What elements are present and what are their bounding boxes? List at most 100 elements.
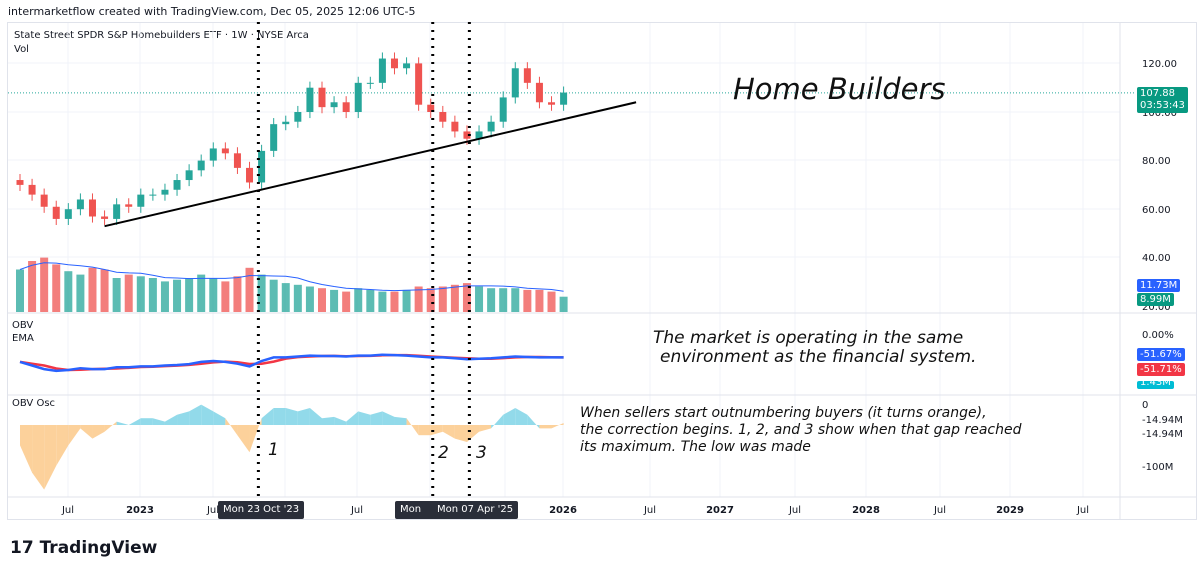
volume-bar	[559, 296, 568, 312]
candle	[64, 209, 72, 219]
osc-positive-area	[164, 414, 178, 425]
volume-bar	[547, 291, 556, 312]
title-annotation: Home Builders	[733, 72, 946, 106]
tv-logo-icon: 𝟭𝟳	[10, 538, 40, 558]
candle	[52, 206, 60, 219]
volume-bar	[318, 288, 326, 312]
candle	[88, 199, 96, 217]
volume-bar	[450, 284, 459, 312]
osc-positive-area	[346, 411, 359, 425]
brand-name: TradingView	[39, 538, 158, 558]
volume-bar	[52, 264, 61, 312]
candle	[390, 58, 398, 69]
volume-bar	[160, 281, 169, 312]
market-note-2: environment as the financial system.	[660, 347, 977, 367]
candle	[137, 194, 145, 207]
candle	[125, 204, 133, 207]
osc-negative-area	[442, 425, 455, 439]
volume-bar	[462, 283, 471, 312]
candle	[463, 131, 471, 139]
x-tick-label: 2023	[126, 505, 154, 516]
osc-positive-area	[128, 418, 141, 425]
volume-bar	[124, 274, 133, 312]
chart-header: intermarketflow created with TradingView…	[8, 5, 416, 18]
candle	[221, 148, 229, 154]
candle	[294, 112, 302, 122]
countdown: 03:53:43	[1140, 100, 1185, 111]
osc-positive-area	[201, 404, 214, 425]
osc-negative-area	[479, 425, 492, 432]
candle	[270, 124, 278, 151]
osc-positive-area	[140, 418, 153, 425]
price-axis-label: 40.00	[1142, 253, 1171, 264]
marker-2: 2	[438, 443, 449, 463]
candle	[475, 131, 483, 139]
osc-positive-area	[189, 404, 202, 425]
chart-frame[interactable]	[7, 22, 1197, 520]
price-axis-label: 100.00	[1142, 108, 1177, 119]
osc-note-1: When sellers start outnumbering buyers (…	[580, 405, 987, 421]
candle	[366, 82, 374, 84]
x-tick-label: Jul	[933, 505, 946, 516]
osc-axis-label: 0	[1142, 400, 1148, 411]
osc-note-2: the correction begins. 1, 2, and 3 show …	[580, 422, 1022, 438]
osc-negative-area	[104, 421, 117, 432]
osc-positive-area	[515, 408, 528, 425]
volume-bar	[330, 289, 339, 312]
osc-negative-area	[44, 425, 57, 490]
obv-axis-label: 0.00%	[1142, 330, 1174, 341]
osc-negative-area	[237, 425, 250, 453]
candle	[258, 150, 266, 183]
candle	[499, 97, 507, 122]
price-axis-label: 20.00	[1142, 302, 1171, 313]
osc-negative-area	[225, 418, 238, 436]
osc-axis-label: -14.94M	[1142, 429, 1183, 440]
crosshair-date-3: Mon 07 Apr '25	[432, 501, 519, 519]
price-axis-label: 120.00	[1142, 59, 1177, 70]
candle	[161, 189, 169, 195]
x-tick-label: 2028	[852, 505, 880, 516]
volume-bar	[390, 291, 399, 312]
candle	[185, 170, 193, 181]
x-tick-label: 2029	[996, 505, 1024, 516]
volume-bar	[354, 288, 363, 312]
candle	[209, 148, 217, 161]
osc-note-3: its maximum. The low was made	[580, 439, 811, 455]
symbol-title: State Street SPDR S&P Homebuilders ETF ·…	[14, 30, 309, 41]
x-tick-label: Jul	[1076, 505, 1089, 516]
volume-bar	[535, 289, 544, 312]
candle	[173, 180, 181, 190]
obv-tag: -51.67%	[1137, 348, 1185, 361]
tradingview-logo[interactable]: 𝟭𝟳 TradingView	[10, 538, 157, 558]
volume-bar	[245, 267, 254, 312]
candle	[548, 102, 556, 105]
volume-bar	[197, 274, 206, 312]
osc-positive-area	[261, 408, 274, 425]
candle	[354, 82, 362, 112]
candle	[16, 180, 24, 185]
osc-axis-label: -14.94M	[1142, 415, 1183, 426]
candle	[511, 68, 519, 98]
candle	[451, 121, 459, 132]
candle	[523, 68, 531, 83]
volume-bar	[305, 286, 314, 312]
volume-bar	[257, 274, 266, 312]
volume-bar	[40, 257, 49, 312]
osc-positive-area	[309, 408, 322, 425]
market-note-1: The market is operating in the same	[653, 328, 964, 348]
volume-bar	[438, 286, 447, 312]
candle	[40, 194, 48, 207]
volume-bar	[173, 279, 182, 312]
trendline	[104, 101, 637, 228]
candle	[246, 167, 254, 183]
volume-bar	[88, 267, 97, 312]
osc-negative-area	[406, 418, 419, 436]
volume-bar	[112, 278, 121, 312]
last-price: 107.88	[1140, 88, 1175, 99]
osc-label: OBV Osc	[12, 398, 56, 409]
candle	[233, 153, 241, 168]
price-axis-label: 60.00	[1142, 205, 1171, 216]
price-axis-label: 80.00	[1142, 156, 1171, 167]
volume-bar	[366, 289, 375, 312]
